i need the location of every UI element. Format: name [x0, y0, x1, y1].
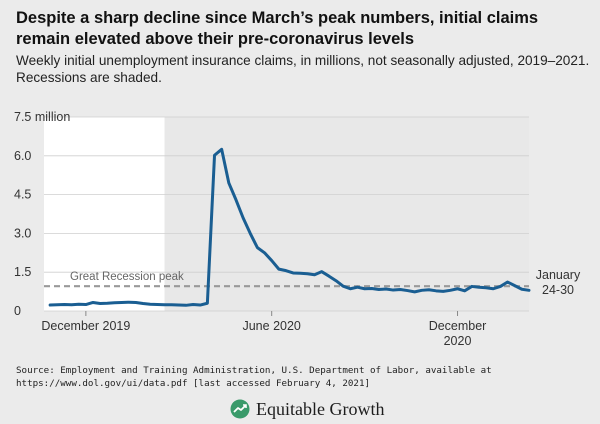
y-tick-label: 6.0: [14, 149, 31, 163]
x-tick-label: December 2019: [41, 319, 130, 333]
x-tick-label: June 2020: [242, 319, 300, 333]
y-tick-label: 4.5: [14, 188, 31, 202]
line-chart: 0 1.5 3.0 4.5 6.0 7.5 million December 2019 Ju…: [14, 110, 581, 348]
recession-shading: [164, 117, 530, 311]
y-axis-tick-labels: 0 1.5 3.0 4.5 6.0 7.5 million: [14, 110, 70, 318]
x-axis-tick-labels: December 2019 June 2020 December 2020: [41, 311, 486, 348]
y-tick-label: 1.5: [14, 265, 31, 279]
great-recession-peak-label: Great Recession peak: [70, 271, 184, 283]
equitable-growth-logo-icon: [230, 399, 250, 419]
y-tick-label: 3.0: [14, 226, 31, 240]
source-note: Source: Employment and Training Administ…: [16, 365, 492, 389]
chart-subtitle: Weekly initial unemployment insurance cl…: [16, 53, 590, 85]
chart-title: Despite a sharp decline since March’s pe…: [16, 9, 539, 48]
x-tick-label: December 2020: [429, 319, 487, 348]
y-tick-label: 7.5 million: [14, 110, 70, 124]
brand-name: Equitable Growth: [256, 398, 385, 419]
brand-footer: Equitable Growth: [230, 398, 384, 420]
end-date-label: January 24-30: [536, 268, 581, 297]
y-tick-label: 0: [14, 304, 21, 318]
series-line-initial-claims: [48, 147, 531, 307]
